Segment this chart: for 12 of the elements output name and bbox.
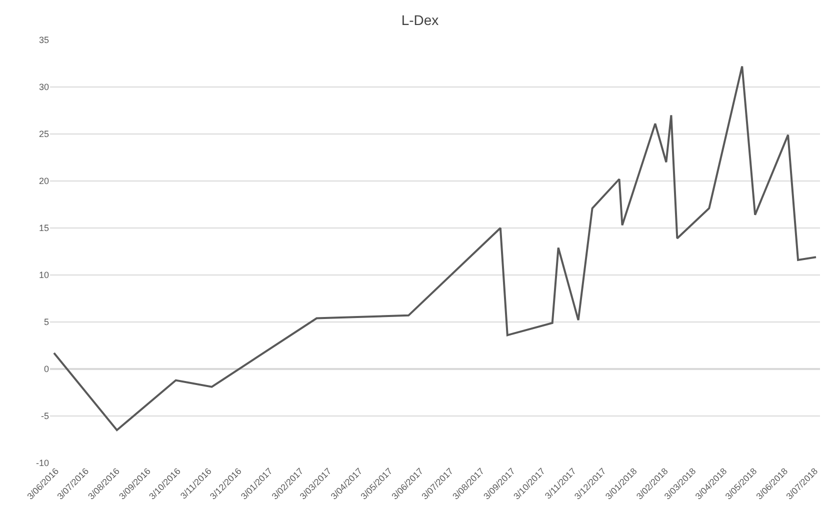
chart-title: L-Dex [401,12,439,28]
y-tick-label: 30 [38,82,49,92]
y-tick-label: -10 [36,458,49,468]
y-tick-label: 0 [44,364,49,374]
line-series [52,65,818,432]
y-tick-label: 25 [38,129,49,140]
y-tick-label: 35 [38,35,49,46]
y-tick-label: -5 [40,411,49,422]
y-tick-label: 10 [38,270,49,280]
y-tick-label: 15 [38,223,49,234]
y-tick-label: 20 [38,176,49,186]
y-tick-label: 5 [44,317,49,328]
